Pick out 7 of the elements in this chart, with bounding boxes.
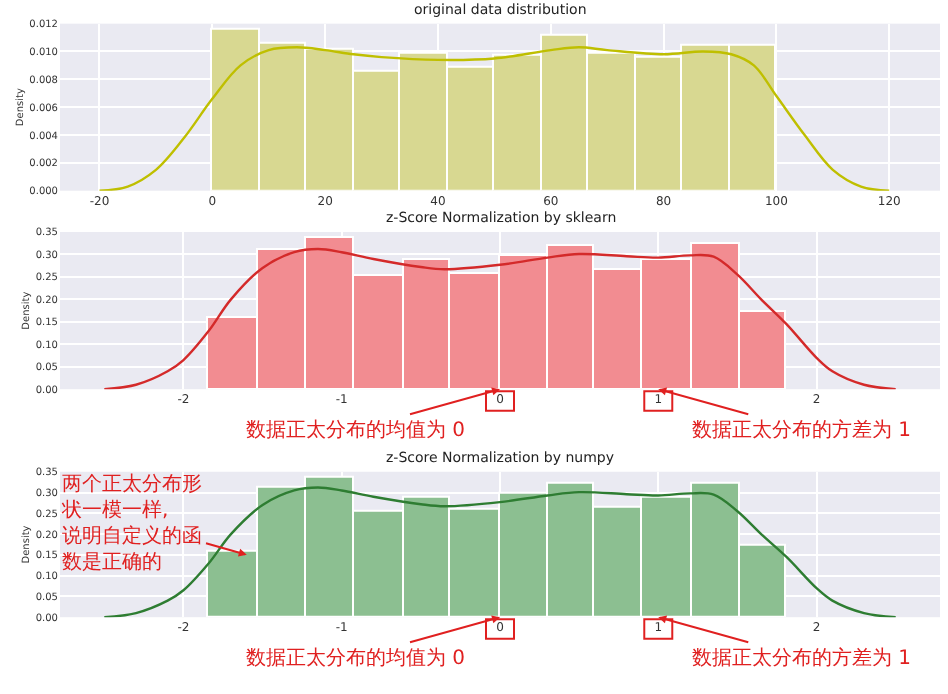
- annotation: 数据正太分布的均值为 0: [246, 418, 466, 442]
- annotation: 两个正太分布形状一模一样, 说明自定义的函数是正确的: [60, 472, 202, 574]
- line-series: [98, 46, 891, 191]
- annotation: 数据正太分布的均值为 0: [246, 646, 466, 670]
- annotation: 数据正太分布的方差为 1: [692, 418, 912, 442]
- annotation: 数据正太分布的方差为 1: [692, 646, 912, 670]
- line-series: [103, 247, 897, 390]
